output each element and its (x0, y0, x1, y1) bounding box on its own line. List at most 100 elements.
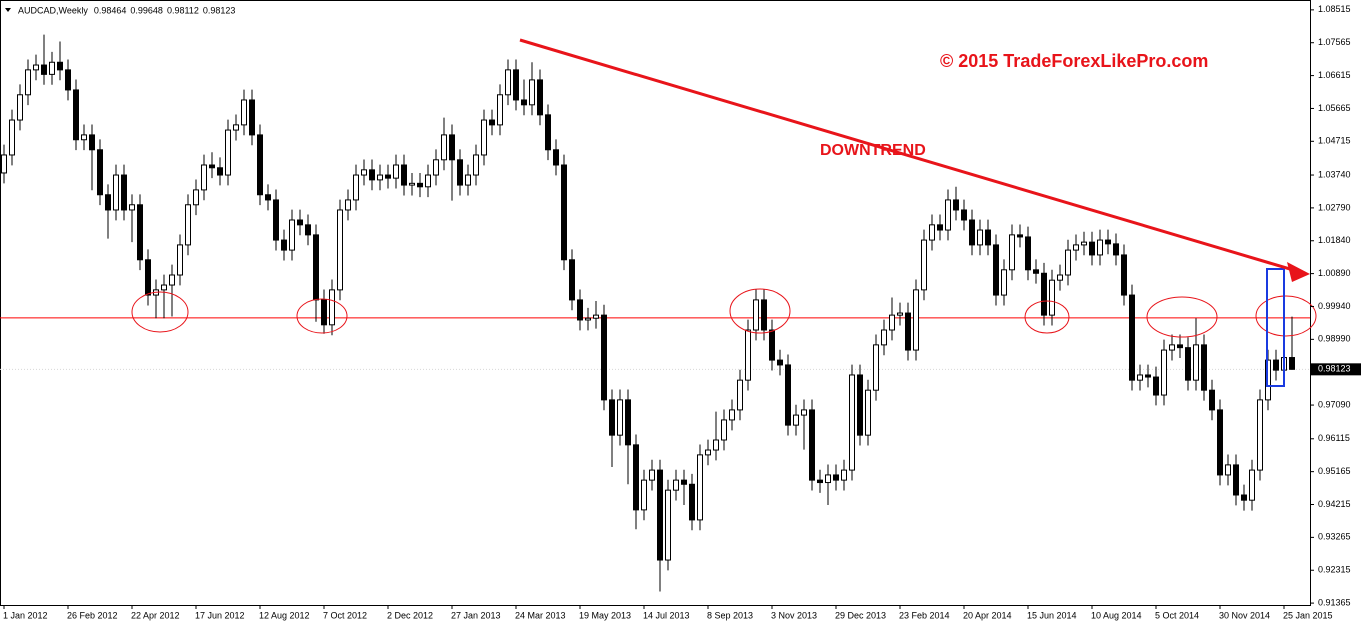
circle (1146, 296, 1218, 338)
y-tick-label: 0.98990 (1318, 334, 1351, 344)
candle-body (1113, 243, 1119, 256)
x-tick-label: 22 Apr 2012 (131, 610, 180, 620)
candle-body (561, 164, 567, 261)
candle-body (337, 209, 343, 291)
current-price-box (1311, 363, 1361, 376)
candle-body (569, 259, 575, 301)
candle-body (257, 134, 263, 196)
candle-body (57, 61, 63, 71)
menu-arrow[interactable] (5, 8, 11, 12)
y-tick-label: 1.02790 (1318, 202, 1351, 212)
candle-body (1089, 241, 1095, 256)
candle-body (113, 174, 119, 211)
candle-body (769, 329, 775, 361)
candle-body (793, 414, 799, 426)
candle-body (241, 99, 247, 126)
candle-body (1073, 244, 1079, 251)
header-value: 0.98123 (203, 5, 236, 15)
candle-body (185, 204, 191, 246)
candle-body (1209, 389, 1215, 411)
candle-body (977, 229, 983, 246)
candle-body (825, 474, 831, 484)
candle-body (361, 169, 367, 176)
candle-body (897, 312, 903, 316)
candle-body (233, 124, 239, 131)
candle-body (377, 174, 383, 181)
header-value: 0.99648 (130, 5, 163, 15)
candle-body (697, 454, 703, 521)
candle-body (953, 199, 959, 211)
y-tick-label: 1.04715 (1318, 136, 1351, 146)
candle-body (1289, 357, 1295, 370)
y-tick-label: 0.97090 (1318, 399, 1351, 409)
candle-body (273, 199, 279, 241)
candle-body (993, 244, 999, 296)
candle-body (41, 64, 47, 75)
candle-body (393, 164, 399, 179)
y-tick-label: 0.94215 (1318, 499, 1351, 509)
x-tick-label: 2 Dec 2012 (387, 610, 433, 620)
candle-body (833, 474, 839, 481)
candle-body (17, 94, 23, 121)
candle-body (1025, 236, 1031, 271)
candle-body (249, 99, 255, 136)
candle-body (1153, 376, 1159, 396)
candle-body (1217, 409, 1223, 476)
candle-body (521, 99, 527, 106)
candle-body (305, 224, 311, 236)
candle-body (1001, 269, 1007, 296)
candle-body (641, 479, 647, 511)
candle-body (433, 159, 439, 176)
y-tick-label: 0.91365 (1318, 597, 1351, 607)
candle-body (401, 164, 407, 186)
candle-body (177, 244, 183, 276)
candle-body (873, 344, 879, 391)
candle-body (905, 312, 911, 351)
circle (1255, 295, 1317, 337)
candle-body (665, 489, 671, 561)
candle-body (785, 364, 791, 426)
candle-body (729, 409, 735, 421)
candle-body (65, 69, 71, 91)
candle-body (881, 329, 887, 346)
candle-body (913, 289, 919, 351)
candle-body (513, 69, 519, 101)
candle-body (1273, 359, 1279, 371)
candle-body (1065, 249, 1071, 276)
candle-body (1041, 272, 1047, 316)
candle-body (193, 189, 199, 206)
candle-body (801, 409, 807, 416)
candle-body (1225, 464, 1231, 476)
y-tick-label: 1.06615 (1318, 70, 1351, 80)
candle-body (481, 119, 487, 156)
candle-body (161, 284, 167, 291)
candle-body (129, 204, 135, 211)
candle-body (553, 149, 559, 166)
candle-body (1169, 344, 1175, 351)
x-tick-label: 3 Nov 2013 (771, 610, 817, 620)
candle-body (369, 169, 375, 181)
candle-body (721, 419, 727, 441)
candle-body (1193, 344, 1199, 381)
candle-body (457, 159, 463, 186)
candle-body (9, 119, 15, 156)
y-tick-label: 1.01840 (1318, 235, 1351, 245)
candle-body (857, 374, 863, 436)
candle-body (889, 314, 895, 331)
candle-body (937, 224, 943, 231)
candle-body (225, 129, 231, 176)
x-tick-label: 26 Feb 2012 (67, 610, 118, 620)
x-tick-label: 7 Oct 2012 (323, 610, 367, 620)
candle-body (465, 174, 471, 186)
candle-body (673, 479, 679, 491)
x-tick-label: 20 Apr 2014 (963, 610, 1012, 620)
candle-body (33, 64, 39, 71)
candle-body (1145, 374, 1151, 378)
y-tick-label: 0.99940 (1318, 301, 1351, 311)
candle-body (945, 199, 951, 231)
candle-body (441, 134, 447, 161)
candle-body (121, 174, 127, 211)
candle-body (777, 359, 783, 366)
